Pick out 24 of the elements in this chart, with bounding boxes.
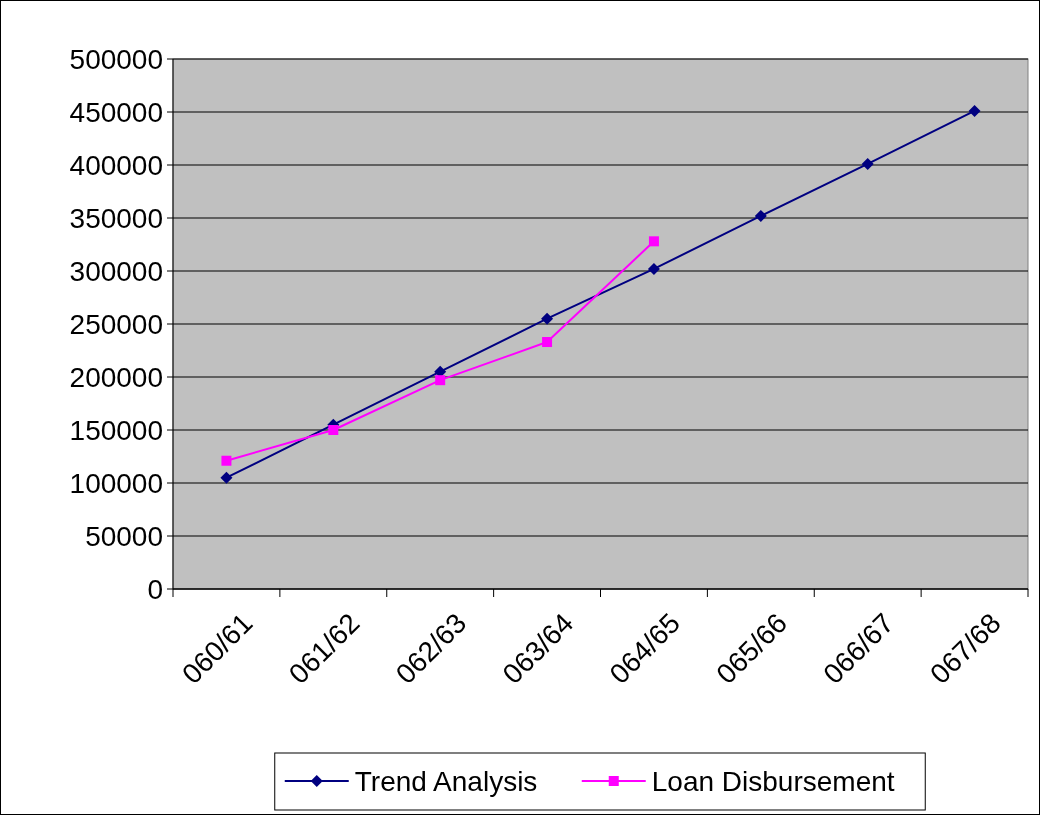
legend-label: Trend Analysis	[354, 765, 538, 797]
y-tick-label: 0	[147, 573, 163, 605]
point	[968, 104, 981, 117]
y-tick-label: 150000	[69, 414, 163, 446]
point	[221, 455, 232, 466]
y-tick-label: 350000	[69, 202, 163, 234]
y-tick-label: 250000	[69, 308, 163, 340]
point	[435, 375, 446, 386]
point	[648, 236, 659, 247]
point	[328, 425, 339, 435]
y-tick-label: 300000	[69, 255, 163, 287]
y-tick-label: 400000	[69, 149, 163, 181]
legend-label: Loan Disbursement	[651, 765, 895, 797]
y-tick-label: 100000	[69, 467, 163, 499]
point	[541, 312, 554, 325]
point	[542, 337, 553, 348]
y-tick-label: 50000	[85, 520, 163, 552]
point	[647, 262, 660, 275]
y-tick-label: 500000	[69, 43, 163, 75]
y-tick-label: 200000	[69, 361, 163, 393]
point	[754, 209, 767, 222]
y-tick-label: 450000	[69, 96, 163, 128]
point	[220, 471, 233, 484]
point	[861, 157, 874, 170]
